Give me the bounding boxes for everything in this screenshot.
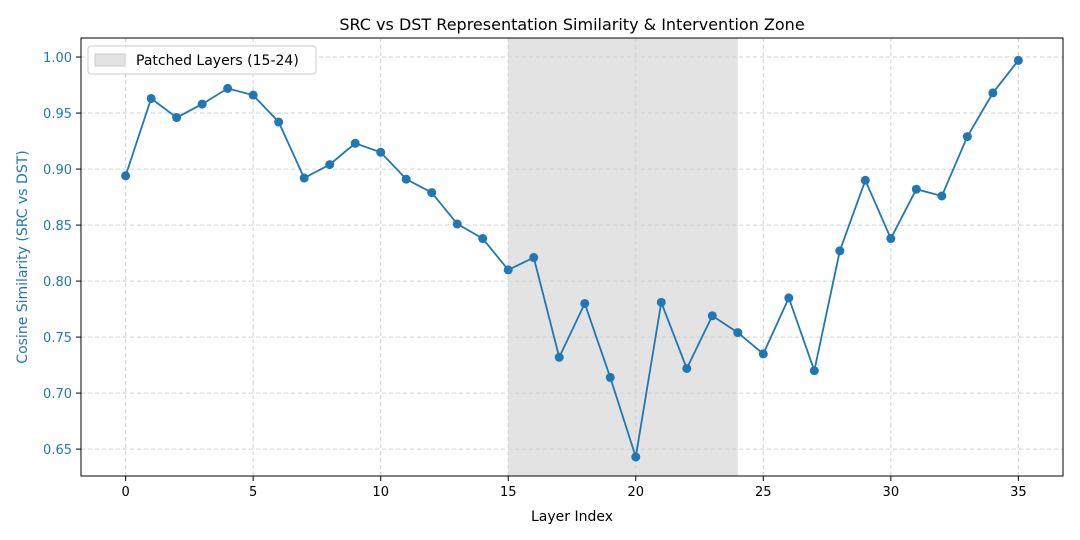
y-tick-label: 0.95	[43, 107, 72, 122]
data-point	[248, 90, 258, 100]
data-point	[529, 253, 539, 263]
data-point	[758, 349, 768, 359]
y-tick-label: 1.00	[43, 51, 72, 66]
legend-label: Patched Layers (15-24)	[136, 53, 299, 69]
x-tick-label: 20	[627, 485, 644, 500]
x-tick-label: 5	[249, 485, 257, 500]
y-tick-label: 0.80	[43, 275, 72, 290]
data-point	[809, 366, 819, 376]
data-point	[401, 174, 411, 184]
x-tick-label: 10	[372, 485, 389, 500]
data-point	[733, 328, 743, 338]
x-tick-label: 15	[500, 485, 517, 500]
x-tick-label: 35	[1010, 485, 1027, 500]
data-point	[886, 234, 896, 244]
shaded-region	[508, 38, 738, 476]
data-point	[554, 352, 564, 362]
data-point	[223, 83, 233, 93]
data-point	[682, 363, 692, 373]
plot-frame	[80, 37, 1064, 477]
x-tick-label: 25	[755, 485, 772, 500]
data-point	[146, 93, 156, 103]
x-tick-label: 0	[121, 485, 129, 500]
data-point	[350, 138, 360, 148]
data-point	[631, 452, 641, 462]
data-point	[707, 311, 717, 321]
data-point	[988, 88, 998, 98]
data-point	[835, 246, 845, 256]
y-tick-label: 0.75	[43, 331, 72, 346]
data-point	[937, 191, 947, 201]
data-point	[911, 184, 921, 194]
data-point	[325, 160, 335, 170]
y-tick-label: 0.90	[43, 163, 72, 178]
data-point	[860, 175, 870, 185]
data-point	[197, 99, 207, 109]
data-point	[580, 298, 590, 308]
data-point	[452, 219, 462, 229]
data-point	[478, 234, 488, 244]
y-tick-label: 0.65	[43, 443, 72, 458]
data-point	[962, 132, 972, 142]
data-point	[172, 113, 182, 123]
chart-title: SRC vs DST Representation Similarity & I…	[339, 15, 804, 34]
x-axis-label: Layer Index	[531, 509, 613, 525]
x-tick-label: 30	[883, 485, 900, 500]
data-point	[1013, 55, 1023, 65]
data-point	[656, 297, 666, 307]
data-point	[605, 372, 615, 382]
data-point	[376, 147, 386, 157]
y-axis-label: Cosine Similarity (SRC vs DST)	[15, 150, 31, 363]
y-tick-label: 0.85	[43, 219, 72, 234]
data-point	[121, 171, 131, 181]
data-point	[274, 117, 284, 127]
data-point	[299, 173, 309, 183]
data-point	[784, 293, 794, 303]
data-point	[427, 188, 437, 198]
series-line	[124, 59, 1020, 458]
data-point	[503, 265, 513, 275]
legend: Patched Layers (15-24)	[87, 45, 317, 75]
legend-swatch	[94, 53, 126, 67]
y-tick-label: 0.70	[43, 387, 72, 402]
